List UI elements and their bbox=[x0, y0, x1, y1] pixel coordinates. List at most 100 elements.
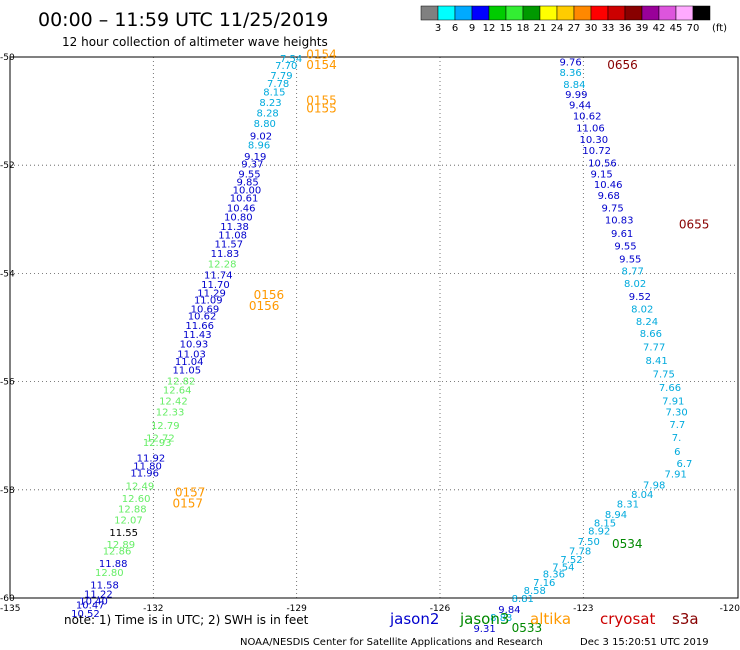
wave-height-label: 7.77 bbox=[643, 342, 665, 353]
wave-height-label: 12.82 bbox=[167, 377, 196, 388]
footer-timestamp: Dec 3 15:20:51 UTC 2019 bbox=[580, 637, 709, 648]
wave-height-label: 11.22 bbox=[84, 590, 113, 601]
wave-height-label: 8.94 bbox=[605, 510, 627, 521]
map-frame bbox=[9, 56, 739, 599]
legend-jason2: jason2 bbox=[389, 610, 439, 628]
wave-height-label: 11.04 bbox=[175, 357, 204, 368]
pass-time-label: 0533 bbox=[512, 621, 543, 635]
wave-height-label: 12.28 bbox=[208, 260, 237, 271]
wave-height-label: 12.42 bbox=[159, 397, 188, 408]
wave-height-label: 7. bbox=[672, 433, 682, 444]
wave-height-label: 8.04 bbox=[631, 490, 653, 501]
track-left-values: 7.547.707.797.788.158.238.288.809.028.96… bbox=[71, 54, 302, 620]
wave-height-label: 8.80 bbox=[254, 119, 276, 130]
wave-height-label: 8.66 bbox=[640, 329, 662, 340]
legend-jason3: jason3 bbox=[459, 610, 509, 628]
wave-height-label: 8.02 bbox=[631, 305, 653, 316]
lat-tick-label: -52 bbox=[0, 161, 15, 171]
wave-height-label: 8.28 bbox=[257, 109, 279, 120]
wave-height-label: 7.66 bbox=[659, 383, 681, 394]
wave-height-label: 11.29 bbox=[197, 288, 226, 299]
wave-height-label: 8.31 bbox=[617, 499, 639, 510]
footer-note: note: 1) Time is in UTC; 2) SWH is in fe… bbox=[64, 613, 309, 627]
wave-height-label: 9.68 bbox=[598, 191, 620, 202]
wave-height-label: 12.79 bbox=[151, 421, 180, 432]
wave-height-label: 9.99 bbox=[565, 90, 587, 101]
colorbar-swatch bbox=[522, 5, 541, 21]
wave-height-label: 11.70 bbox=[201, 280, 230, 291]
legend-s3a: s3a bbox=[672, 610, 699, 628]
wave-height-label: 7.78 bbox=[569, 546, 591, 557]
wave-height-label: 10.00 bbox=[233, 186, 262, 197]
colorbar-swatch bbox=[607, 5, 626, 21]
wave-height-label: 9.76 bbox=[559, 57, 581, 68]
wave-height-label: 7.78 bbox=[267, 79, 289, 90]
wave-height-label: 9.55 bbox=[238, 169, 260, 180]
wave-height-label: 12.93 bbox=[143, 438, 172, 449]
wave-height-label: 8.81 bbox=[512, 594, 534, 605]
wave-height-label: 7.79 bbox=[270, 71, 292, 82]
pass-time-label: 0154 bbox=[306, 47, 337, 61]
pass-time-label: 0155 bbox=[306, 101, 337, 115]
wave-height-label: 12.49 bbox=[126, 481, 155, 492]
lon-tick-label: -129 bbox=[286, 604, 307, 614]
wave-height-label: 8.24 bbox=[636, 317, 658, 328]
wave-height-label: 12.07 bbox=[114, 516, 143, 527]
longitude-tick-labels: -135 -132 -129 -126 -123 -120 bbox=[0, 604, 740, 614]
wave-height-label: 9.55 bbox=[619, 254, 641, 265]
wave-height-label: 10.62 bbox=[573, 111, 602, 122]
wave-height-label: 9.75 bbox=[601, 203, 623, 214]
colorbar-swatch bbox=[556, 5, 575, 21]
track-right-values: 9.76 8.36 8.849.999.4410.6211.0610.3010.72… bbox=[473, 57, 692, 634]
pass-time-label: 0157 bbox=[175, 486, 206, 500]
lat-tick-label: -56 bbox=[0, 378, 15, 388]
wave-height-label: 9.19 bbox=[244, 152, 266, 163]
wave-height-label: 12.86 bbox=[103, 546, 132, 557]
colorbar-swatch bbox=[488, 5, 507, 21]
pass-time-label: 0534 bbox=[612, 537, 643, 551]
wave-height-label: 12.60 bbox=[122, 494, 151, 505]
colorbar-swatch bbox=[590, 5, 609, 21]
wave-height-label: 10.40 bbox=[79, 597, 108, 608]
lat-tick-label: -50 bbox=[0, 53, 15, 63]
wave-height-label: 10.30 bbox=[580, 135, 609, 146]
wave-height-label: 7.50 bbox=[578, 537, 600, 548]
page-title: 00:00 – 11:59 UTC 11/25/2019 bbox=[38, 9, 328, 31]
wave-height-label: 10.83 bbox=[605, 215, 634, 226]
wave-height-label: 12.64 bbox=[163, 386, 192, 397]
wave-height-label: 11.92 bbox=[137, 453, 166, 464]
pass-time-label: 0156 bbox=[249, 299, 280, 313]
lon-tick-label: -135 bbox=[0, 604, 20, 614]
colorbar-swatch bbox=[692, 5, 711, 21]
wave-height-label: 11.06 bbox=[576, 123, 605, 134]
wave-height-label: 8.96 bbox=[248, 141, 270, 152]
colorbar-label: 18 bbox=[517, 23, 530, 34]
wave-height-label: 11.43 bbox=[183, 330, 212, 341]
wave-height-label: 11.74 bbox=[204, 270, 233, 281]
wave-height-label: 7.98 bbox=[643, 480, 665, 491]
wave-height-label: 10.47 bbox=[76, 600, 105, 611]
wave-height-label: 9.37 bbox=[241, 160, 263, 171]
colorbar-swatch bbox=[641, 5, 660, 21]
colorbar-swatch bbox=[624, 5, 643, 21]
wave-height-label: 7.54 bbox=[552, 563, 574, 574]
wave-height-label: 9.44 bbox=[569, 101, 591, 112]
wave-height-label: 10.52 bbox=[71, 609, 100, 620]
wave-height-label: 10.46 bbox=[594, 180, 623, 191]
wave-height-label: 8.84 bbox=[563, 80, 585, 91]
wave-height-label: 8.23 bbox=[259, 98, 281, 109]
wave-height-label: 9.02 bbox=[250, 131, 272, 142]
wave-height-label: 10.61 bbox=[230, 194, 259, 205]
wave-height-label: 11.88 bbox=[99, 559, 128, 570]
wave-height-label: 11.03 bbox=[177, 349, 206, 360]
wave-height-label: 9.84 bbox=[498, 605, 520, 616]
wave-height-label: 12.88 bbox=[118, 505, 147, 516]
legend-altika: altika bbox=[530, 610, 571, 628]
page-subtitle: 12 hour collection of altimeter wave hei… bbox=[62, 35, 328, 49]
wave-height-label: 8.36 bbox=[543, 570, 565, 581]
wave-height-label: 7.7 bbox=[669, 420, 685, 431]
wave-height-label: 10.72 bbox=[582, 146, 611, 157]
pass-time-label: 0655 bbox=[679, 218, 710, 232]
colorbar-label: 70 bbox=[687, 23, 700, 34]
